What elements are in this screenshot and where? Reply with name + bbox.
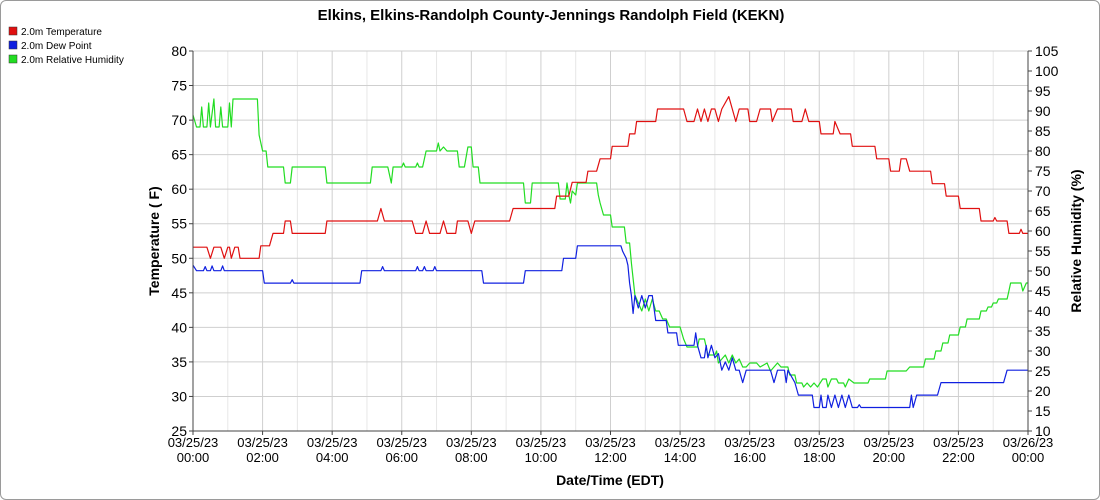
x-tick-label-time: 18:00 <box>803 450 836 465</box>
x-tick-label-time: 16:00 <box>733 450 766 465</box>
series-line-2-0m-dew-point <box>192 245 1028 409</box>
legend-label: 2.0m Temperature <box>21 27 102 38</box>
y-axis-right-ticks: 10 15 20 25 30 35 40 45 50 55 60 65 70 75 80 85 90 95 100 1… <box>1028 43 1059 439</box>
y-right-tick-label: 100 <box>1035 63 1059 79</box>
y-left-tick-label: 65 <box>171 147 187 163</box>
y-left-tick-label: 55 <box>171 216 187 232</box>
x-tick-label-time: 00:00 <box>177 450 210 465</box>
y-right-tick-label: 15 <box>1035 403 1051 419</box>
x-tick-label-date: 03/25/23 <box>237 435 288 450</box>
x-axis-label: Date/Time (EDT) <box>556 472 664 488</box>
x-tick-label-time: 10:00 <box>525 450 558 465</box>
y-right-tick-label: 90 <box>1035 103 1051 119</box>
legend-swatch <box>8 40 18 50</box>
y-left-tick-label: 35 <box>171 354 187 370</box>
x-tick-label-time: 14:00 <box>664 450 697 465</box>
x-tick-label-date: 03/25/23 <box>724 435 775 450</box>
y-right-tick-label: 55 <box>1035 243 1051 259</box>
legend-label: 2.0m Relative Humidity <box>21 55 124 66</box>
x-tick-label-time: 08:00 <box>455 450 488 465</box>
y-right-tick-label: 75 <box>1035 163 1051 179</box>
y-left-tick-label: 30 <box>171 388 187 404</box>
x-tick-label-date: 03/25/23 <box>516 435 567 450</box>
legend-label: 2.0m Dew Point <box>21 41 92 52</box>
y-right-tick-label: 35 <box>1035 323 1051 339</box>
y-left-tick-label: 45 <box>171 285 187 301</box>
chart-title: Elkins, Elkins-Randolph County-Jennings … <box>318 7 785 24</box>
y-axis-right-label: Relative Humidity (%) <box>1068 169 1084 312</box>
y-left-tick-label: 25 <box>171 423 187 439</box>
y-left-tick-label: 75 <box>171 78 187 94</box>
y-axis-left-label: Temperature ( F) <box>146 186 162 295</box>
x-tick-label-date: 03/25/23 <box>376 435 427 450</box>
y-right-tick-label: 30 <box>1035 343 1051 359</box>
y-left-tick-label: 60 <box>171 181 187 197</box>
x-tick-label-time: 02:00 <box>246 450 279 465</box>
y-right-tick-label: 10 <box>1035 423 1051 439</box>
y-right-tick-label: 80 <box>1035 143 1051 159</box>
legend-swatch <box>8 26 18 36</box>
x-axis-ticks: 03/25/2300:0003/25/2302:0003/25/2304:000… <box>168 431 1054 465</box>
x-tick-label-time: 04:00 <box>316 450 349 465</box>
y-right-tick-label: 20 <box>1035 383 1051 399</box>
y-left-tick-label: 70 <box>171 112 187 128</box>
x-tick-label-date: 03/25/23 <box>585 435 636 450</box>
y-right-tick-label: 105 <box>1035 43 1059 59</box>
y-right-tick-label: 45 <box>1035 283 1051 299</box>
x-tick-label-date: 03/25/23 <box>794 435 845 450</box>
x-tick-label-time: 06:00 <box>385 450 418 465</box>
y-left-tick-label: 40 <box>171 319 187 335</box>
y-left-tick-label: 50 <box>171 250 187 266</box>
y-right-tick-label: 50 <box>1035 263 1051 279</box>
y-left-tick-label: 80 <box>171 43 187 59</box>
series-layer <box>192 96 1028 409</box>
y-right-tick-label: 85 <box>1035 123 1051 139</box>
x-tick-label-date: 03/25/23 <box>446 435 497 450</box>
x-tick-label-time: 20:00 <box>873 450 906 465</box>
y-right-tick-label: 60 <box>1035 223 1051 239</box>
series-line-2-0m-temperature <box>193 96 1028 259</box>
x-tick-label-time: 12:00 <box>594 450 627 465</box>
grid <box>192 50 1029 432</box>
x-tick-label-time: 00:00 <box>1012 450 1045 465</box>
x-tick-label-date: 03/25/23 <box>933 435 984 450</box>
x-tick-label-date: 03/25/23 <box>655 435 706 450</box>
y-right-tick-label: 70 <box>1035 183 1051 199</box>
y-axis-left-ticks: 25 30 35 40 45 50 55 60 65 70 75 80 <box>171 43 193 439</box>
x-tick-label-date: 03/25/23 <box>864 435 915 450</box>
x-tick-label-date: 03/25/23 <box>168 435 219 450</box>
legend: 2.0m Temperature 2.0m Dew Point 2.0m Relat… <box>8 26 124 66</box>
legend-swatch <box>8 54 18 64</box>
x-tick-label-time: 22:00 <box>942 450 975 465</box>
y-right-tick-label: 65 <box>1035 203 1051 219</box>
y-right-tick-label: 40 <box>1035 303 1051 319</box>
x-tick-label-date: 03/26/23 <box>1003 435 1054 450</box>
y-right-tick-label: 25 <box>1035 363 1051 379</box>
y-right-tick-label: 95 <box>1035 83 1051 99</box>
x-tick-label-date: 03/25/23 <box>307 435 358 450</box>
